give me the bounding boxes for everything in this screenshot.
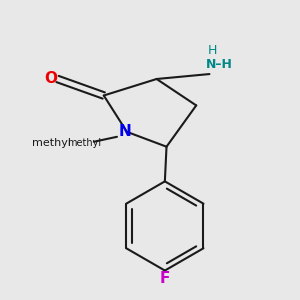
Text: N–H: N–H [206,58,233,70]
Text: N: N [119,124,132,139]
Text: methyl: methyl [32,138,71,148]
Text: methyl: methyl [67,138,101,148]
Text: O: O [44,71,57,86]
Text: F: F [160,271,170,286]
Text: H: H [208,44,218,57]
